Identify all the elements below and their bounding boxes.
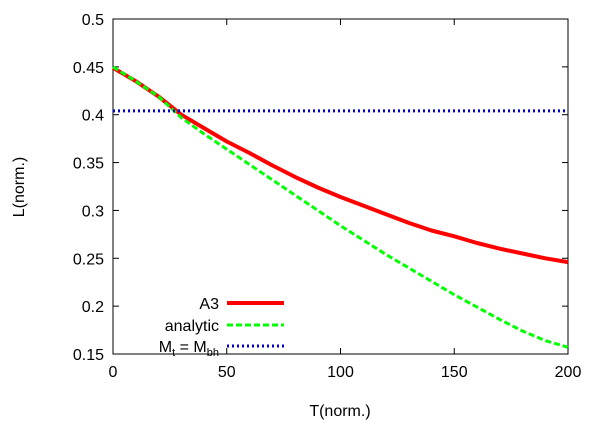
series-line-0 — [111, 66, 569, 265]
x-tick-label: 100 — [327, 364, 354, 381]
legend-mt-eq: = M — [175, 339, 207, 356]
legend-label-mt: Mt = Mbh — [159, 339, 219, 359]
x-ticks: 0 50 100 150 200 — [109, 19, 582, 381]
y-tick-label: 0.3 — [82, 203, 104, 220]
series-line-1 — [112, 65, 569, 349]
y-ticks: 0.15 0.2 0.25 0.3 0.35 0.4 0.45 0.5 — [73, 12, 568, 364]
x-tick-label: 50 — [218, 364, 236, 381]
legend: A3 analytic Mt = Mbh — [159, 296, 284, 359]
x-axis-title: T(norm.) — [309, 403, 370, 420]
x-tick-label: 0 — [109, 364, 118, 381]
plot-frame — [112, 18, 569, 355]
y-tick-label: 0.4 — [82, 108, 104, 125]
legend-mt-sub: t — [172, 347, 175, 359]
legend-mt-sub2: bh — [207, 347, 219, 359]
y-tick-label: 0.2 — [82, 299, 104, 316]
y-tick-label: 0.35 — [73, 156, 104, 173]
x-tick-label: 150 — [441, 364, 468, 381]
y-tick-label: 0.45 — [73, 60, 104, 77]
series-layer — [111, 65, 569, 349]
legend-label-a3: A3 — [199, 296, 219, 313]
y-axis-title: L(norm.) — [11, 157, 28, 217]
legend-label-analytic: analytic — [165, 318, 219, 335]
legend-mt-main: M — [159, 339, 172, 356]
y-tick-label: 0.25 — [73, 251, 104, 268]
y-tick-label: 0.15 — [73, 347, 104, 364]
x-tick-label: 200 — [555, 364, 582, 381]
y-tick-label: 0.5 — [82, 12, 104, 29]
